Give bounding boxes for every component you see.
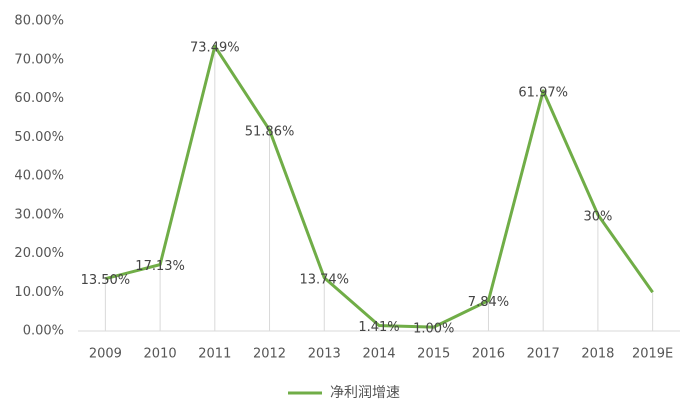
value-label: 51.86% <box>245 125 295 140</box>
value-label: 13.74% <box>299 272 349 287</box>
y-tick-label: 40.00% <box>14 169 64 184</box>
y-tick-label: 10.00% <box>14 285 64 300</box>
value-label: 13.50% <box>81 273 131 288</box>
value-label: 17.13% <box>135 259 185 274</box>
x-tick-label: 2017 <box>527 347 560 362</box>
x-tick-label: 2012 <box>253 347 286 362</box>
legend-label: 净利润增速 <box>330 385 400 401</box>
y-tick-label: 30.00% <box>14 207 64 222</box>
x-tick-label: 2010 <box>144 347 177 362</box>
x-tick-label: 2009 <box>89 347 122 362</box>
value-label: 73.49% <box>190 41 240 56</box>
value-label: 1.41% <box>358 320 399 335</box>
value-label: 7.84% <box>468 295 509 310</box>
x-tick-label: 2018 <box>581 347 614 362</box>
x-tick-label: 2013 <box>308 347 341 362</box>
y-tick-label: 20.00% <box>14 246 64 261</box>
x-tick-label: 2016 <box>472 347 505 362</box>
value-label: 30% <box>583 209 612 224</box>
y-tick-label: 0.00% <box>23 324 64 339</box>
x-tick-label: 2014 <box>362 347 395 362</box>
x-tick-label: 2019E <box>632 347 673 362</box>
y-tick-label: 80.00% <box>14 14 64 29</box>
x-tick-label: 2011 <box>198 347 231 362</box>
y-tick-label: 70.00% <box>14 52 64 67</box>
value-label: 61.97% <box>518 85 568 100</box>
y-tick-label: 60.00% <box>14 91 64 106</box>
series-line <box>104 44 654 329</box>
x-tick-label: 2015 <box>417 347 450 362</box>
y-tick-label: 50.00% <box>14 130 64 145</box>
value-label: 1.00% <box>413 322 454 337</box>
